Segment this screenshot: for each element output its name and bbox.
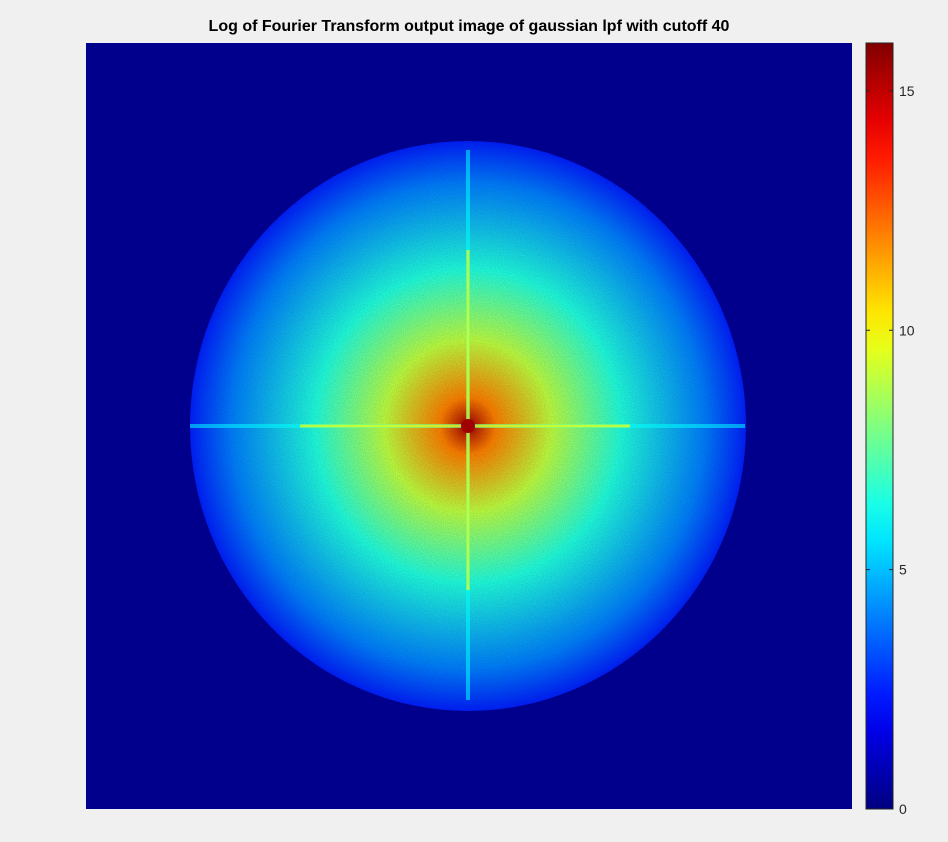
chart-title: Log of Fourier Transform output image of… [208, 18, 730, 35]
colorbar-tick-label: 10 [899, 322, 915, 338]
colorbar-ticks: 0 5 10 15 [866, 83, 915, 817]
spectrum-center [461, 419, 475, 433]
colorbar-tick-label: 5 [899, 562, 907, 578]
colorbar [865, 42, 894, 810]
axis-streaks [190, 150, 745, 700]
colorbar-tick-label: 15 [899, 83, 915, 99]
colorbar-tick-label: 0 [899, 801, 907, 817]
